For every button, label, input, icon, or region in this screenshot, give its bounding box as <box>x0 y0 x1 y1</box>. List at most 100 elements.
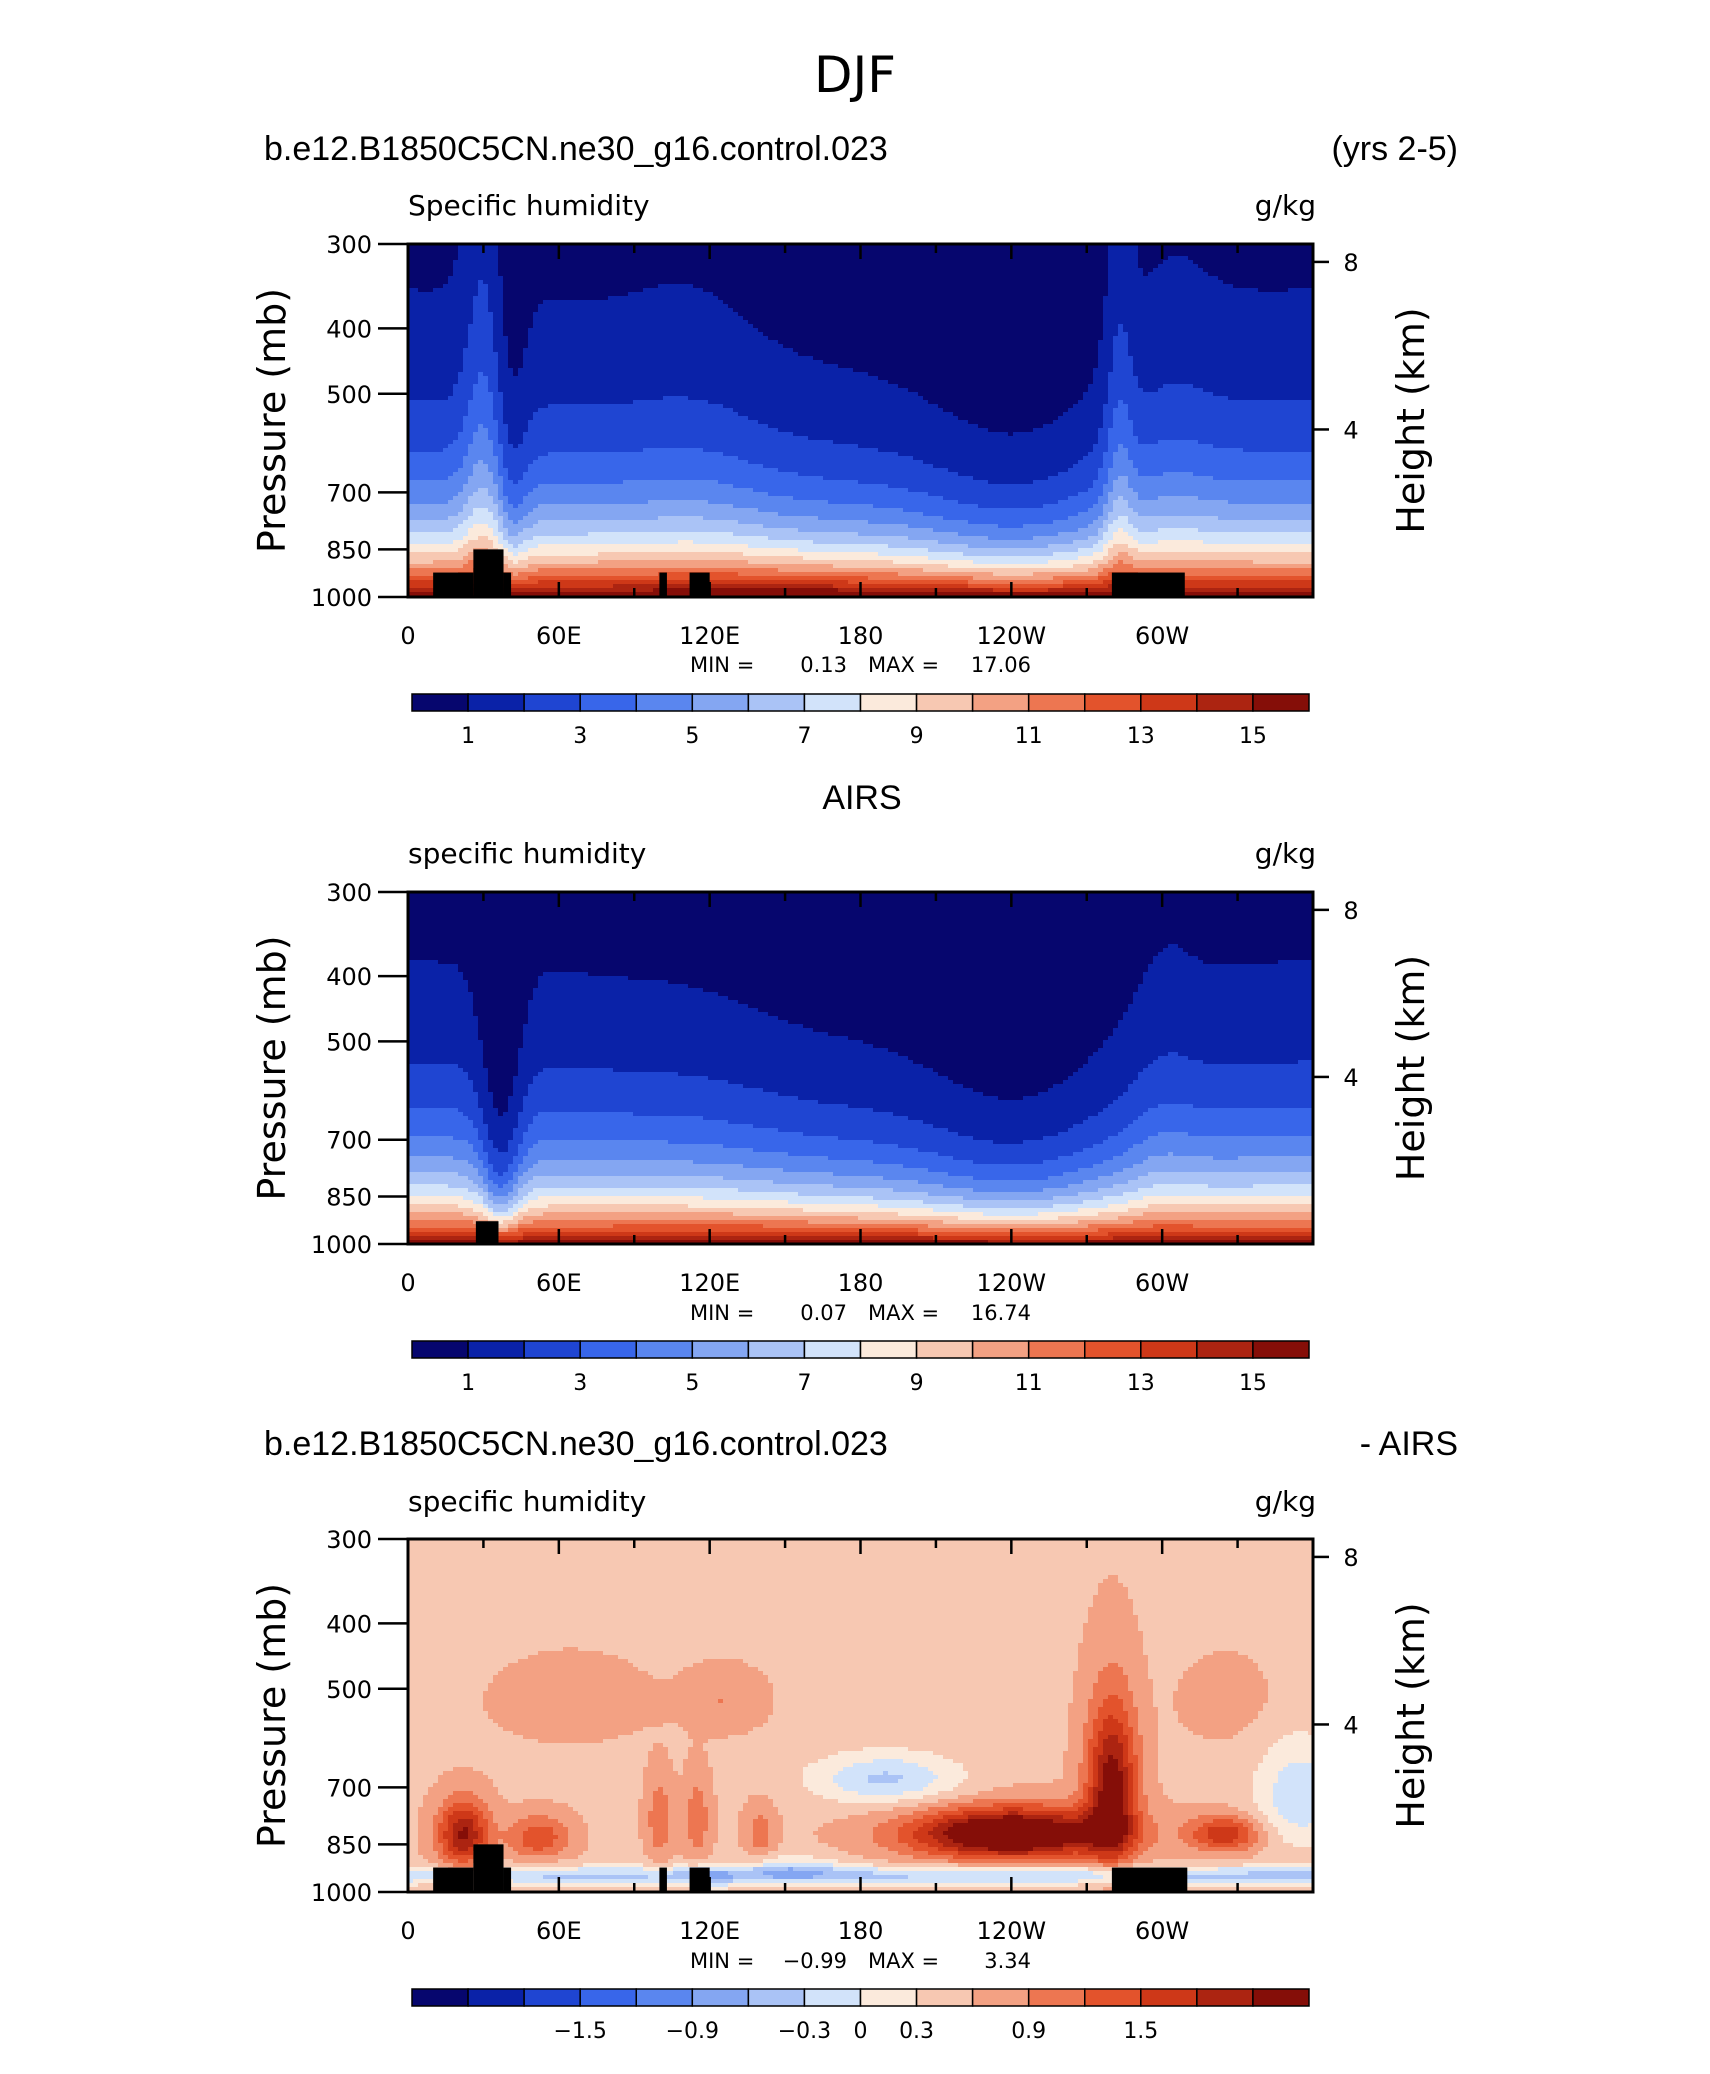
colorbar-swatch <box>803 693 862 712</box>
y-tick-label: 850 <box>326 1183 372 1211</box>
x-tick-label: 0 <box>400 1269 415 1297</box>
terrain-mask <box>1111 1867 1188 1892</box>
colorbar-swatch <box>859 693 918 712</box>
terrain-mask <box>473 549 504 597</box>
panels: b.e12.B1850C5CN.ne30_g16.control.023 (yrs… <box>250 130 1458 2044</box>
colorbar-label: 5 <box>685 724 699 749</box>
min-label: MIN = <box>690 653 754 677</box>
terrain-mask <box>659 1867 667 1892</box>
panel-subtitle-left: specific humidity <box>408 837 646 870</box>
y-tick-label: 400 <box>326 315 372 343</box>
colorbar-label: 9 <box>910 1371 924 1396</box>
min-label: MIN = <box>690 1949 754 1973</box>
contour-field <box>408 892 1313 1244</box>
colorbar-label: 7 <box>797 1371 811 1396</box>
colorbar: 1 3 5 7 9 11 13 15 <box>411 693 1310 749</box>
max-label: MAX = <box>868 653 939 677</box>
x-tick-label: 120E <box>679 622 740 650</box>
colorbar-swatch <box>971 1340 1030 1359</box>
y-tick-label: 400 <box>326 1610 372 1638</box>
colorbar-label: 13 <box>1127 724 1155 749</box>
colorbar-swatch <box>803 1988 862 2007</box>
x-tick-label: 180 <box>838 622 884 650</box>
terrain-mask <box>689 1867 710 1892</box>
colorbar-swatch <box>579 1988 637 2007</box>
panel-subtitle-left: specific humidity <box>408 1485 646 1518</box>
min-value: 0.13 <box>800 653 847 677</box>
panel-header-right: (yrs 2-5) <box>1331 130 1458 168</box>
colorbar-swatch <box>635 1988 694 2007</box>
colorbar-swatch <box>1084 1340 1142 1359</box>
y-axis-title: Pressure (mb) <box>250 1583 294 1848</box>
colorbar: −1.5 −0.9 −0.3 0 0.3 0.9 1.5 <box>411 1988 1310 2044</box>
y-tick-label: 300 <box>326 1526 372 1554</box>
terrain-mask <box>473 1844 504 1892</box>
x-tick-label: 0 <box>400 1917 415 1945</box>
colorbar-label: −0.3 <box>778 2019 831 2044</box>
min-value: −0.99 <box>783 1949 847 1973</box>
y-right-tick-label: 8 <box>1343 897 1358 925</box>
y-tick-label: 500 <box>326 1028 372 1056</box>
terrain-mask <box>503 1867 512 1892</box>
panel-model: b.e12.B1850C5CN.ne30_g16.control.023 (yrs… <box>250 130 1458 749</box>
colorbar-swatch <box>1084 1988 1142 2007</box>
colorbar-swatch <box>1027 1988 1086 2007</box>
y-tick-label: 300 <box>326 231 372 259</box>
colorbar-swatch <box>915 1988 974 2007</box>
colorbar-swatch <box>523 693 581 712</box>
y-axis-title: Pressure (mb) <box>250 935 294 1200</box>
colorbar-swatch <box>579 1340 637 1359</box>
colorbar-swatch <box>1252 693 1310 712</box>
colorbar-swatch <box>1196 1340 1254 1359</box>
colorbar-swatch <box>411 693 469 712</box>
colorbar-label: 5 <box>685 1371 699 1396</box>
y-axis-title: Pressure (mb) <box>250 288 294 553</box>
y-tick-label: 500 <box>326 381 372 409</box>
x-tick-label: 60W <box>1135 622 1189 650</box>
colorbar-swatch <box>411 1340 469 1359</box>
colorbar-label: 13 <box>1127 1371 1155 1396</box>
colorbar-label: 1 <box>461 724 475 749</box>
panel-obs: AIRS specific humidity g/kg 0 60E 120E 180 120W… <box>250 779 1433 1396</box>
colorbar-swatch <box>467 1988 525 2007</box>
panel-header-left: b.e12.B1850C5CN.ne30_g16.control.023 <box>264 130 888 168</box>
colorbar-swatch <box>467 1340 525 1359</box>
panel-subtitle-right: g/kg <box>1255 837 1316 870</box>
y-axis-title-right: Height (km) <box>1389 307 1433 533</box>
colorbar-label: 0.9 <box>1011 2019 1046 2044</box>
terrain-mask <box>659 572 667 597</box>
terrain-mask <box>503 572 512 597</box>
colorbar-swatch <box>635 1340 694 1359</box>
y-right-tick-label: 4 <box>1343 416 1358 444</box>
colorbar-label: −0.9 <box>666 2019 719 2044</box>
y-axis-title-right: Height (km) <box>1389 955 1433 1181</box>
terrain-mask <box>433 1867 474 1892</box>
x-tick-label: 60E <box>536 1269 582 1297</box>
x-tick-label: 120E <box>679 1269 740 1297</box>
x-tick-label: 180 <box>838 1269 884 1297</box>
max-value: 3.34 <box>984 1949 1031 1973</box>
colorbar-swatch <box>523 1988 581 2007</box>
colorbar: 1 3 5 7 9 11 13 15 <box>411 1340 1310 1396</box>
colorbar-swatch <box>747 1340 806 1359</box>
colorbar-swatch <box>1140 1988 1198 2007</box>
y-right-tick-label: 8 <box>1343 249 1358 277</box>
colorbar-swatch <box>971 693 1030 712</box>
terrain-mask <box>1111 572 1185 597</box>
colorbar-label: 7 <box>797 724 811 749</box>
colorbar-swatch <box>1140 1340 1198 1359</box>
min-label: MIN = <box>690 1301 754 1325</box>
max-value: 17.06 <box>971 653 1031 677</box>
colorbar-label: −1.5 <box>553 2019 606 2044</box>
contour-field <box>408 244 1313 597</box>
panel-subtitle-left: Specific humidity <box>408 189 650 222</box>
y-tick-label: 400 <box>326 963 372 991</box>
colorbar-swatch <box>859 1988 918 2007</box>
y-axis-title-right: Height (km) <box>1389 1602 1433 1828</box>
y-right-tick-label: 4 <box>1343 1711 1358 1739</box>
x-tick-label: 60E <box>536 622 582 650</box>
max-value: 16.74 <box>971 1301 1031 1325</box>
colorbar-swatch <box>467 693 525 712</box>
colorbar-swatch <box>1027 693 1086 712</box>
